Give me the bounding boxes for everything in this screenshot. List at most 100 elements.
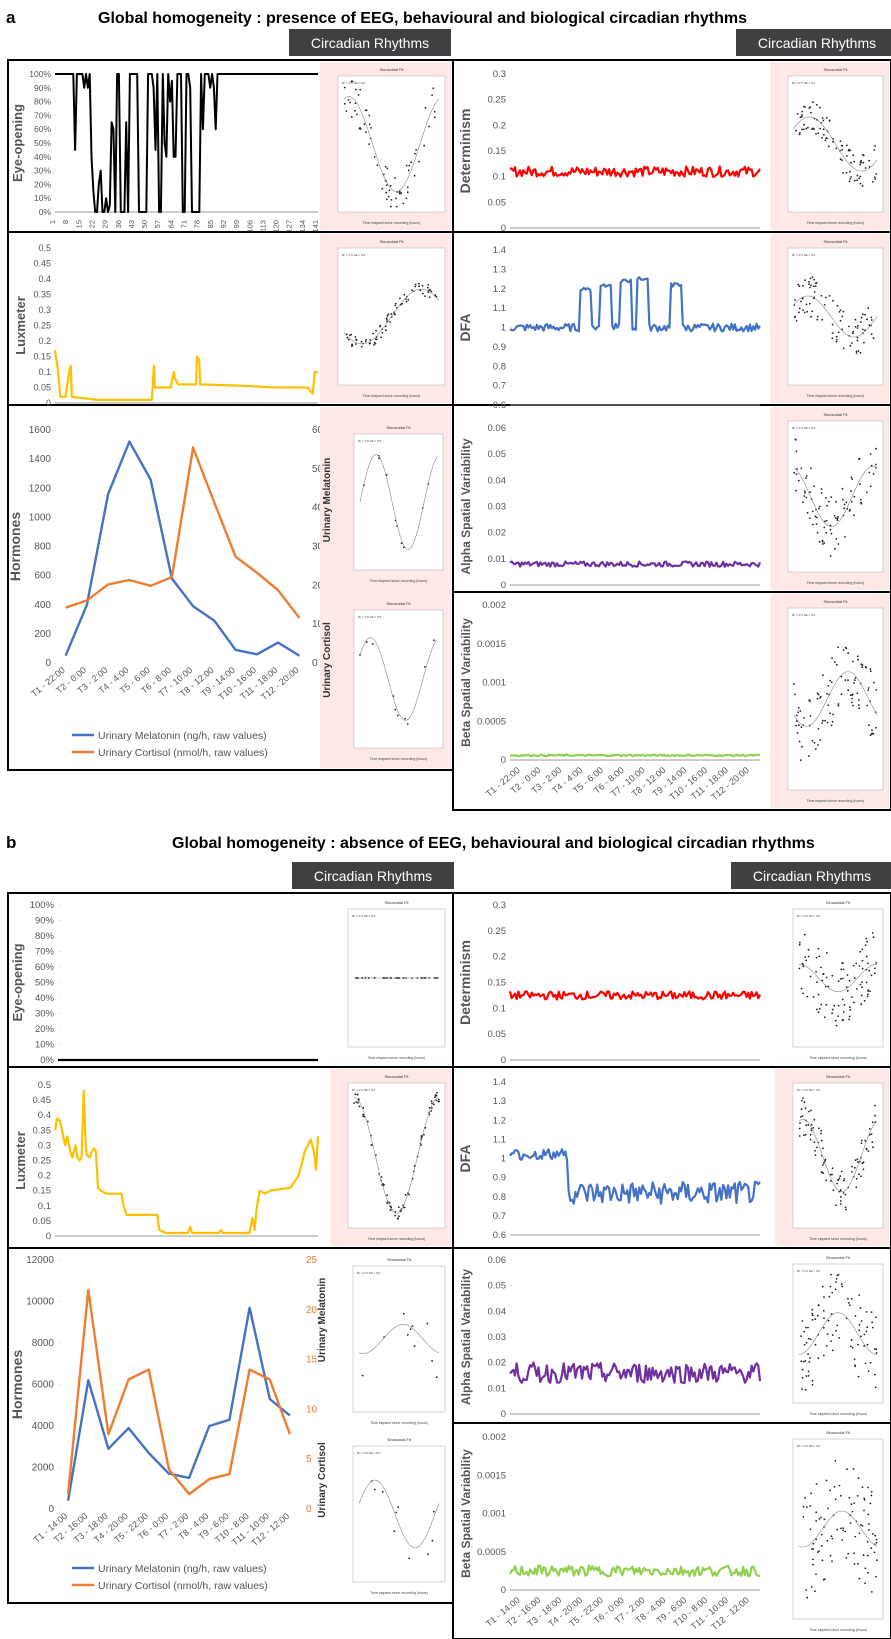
b-alpha-fit-point [851,1346,854,1349]
a-beta-fit-title: Sinusoidal Fit [823,599,848,604]
b-alpha-fit-point [811,1308,814,1311]
a-dfa-fit-point [870,333,873,335]
b-beta-fit-point [864,1567,867,1570]
b-alpha-fit-point [850,1298,853,1300]
b-eye-ytick: 100% [30,900,55,911]
a-eye-fit-point [350,116,353,118]
b-fit-cortisol-label: Urinary Cortisol [317,1442,328,1518]
a-beta-fit-point [829,712,831,715]
a-dfa-fit-point [813,291,816,293]
b-alpha-fit-point [805,1326,807,1329]
b-mel-fit-fit-curve [358,1324,440,1354]
a-alpha-fit-point [829,555,832,557]
b-dfa-fit-point [857,1161,859,1164]
b-beta-fit-point [867,1571,869,1574]
b-dfa-ylabel: DFA [457,1145,473,1173]
a-alpha-fit-point [805,477,807,479]
b-beta-fit-point [834,1498,837,1501]
a-det-ytick: 0.3 [493,69,506,80]
a-beta-fit-point [875,689,878,691]
a-lux-fit-point [421,284,424,287]
panel-b-title: Global homogeneity : absence of EEG, beh… [172,835,815,852]
a-beta-fit-point [868,724,870,727]
a-eye-xtick: 22 [87,220,96,228]
a-beta-fit-point [795,714,798,717]
b-det-fit-point [846,989,849,992]
b-det-fit-point [875,962,878,964]
b-det-fit-point [799,941,801,944]
a-fit-melatonin-label: Urinary Melatonin [322,458,333,542]
a-dfa-fit-point [870,319,873,321]
b-lux-fit-point [434,1096,436,1099]
b-alpha-fit-point [850,1339,853,1342]
b-alpha-fit-point [863,1333,866,1336]
b-alpha-fit-point [811,1314,814,1317]
a-alpha-fit-point [844,536,846,538]
b-dfa-fit-point [843,1179,845,1182]
b-dfa-fit-point [814,1149,816,1152]
a-lux-fit-title: Sinusoidal Fit [379,239,404,244]
b-alpha-fit-point [831,1349,834,1352]
b-alpha-fit-point [814,1318,817,1321]
b-det-fit-point [817,1011,820,1013]
b-alpha-fit-point [801,1320,804,1322]
b-lux-fit-point [404,1193,407,1196]
a-hormones-y2tick: 0 [312,658,318,669]
b-beta-fit-point [848,1496,851,1499]
a-det-line [509,165,761,178]
a-beta-fit-point [826,721,829,724]
b-det-fit-point [872,936,875,939]
b-det-fit-point [798,967,801,970]
a-det-fit-point [859,161,862,164]
b-beta-fit-point [815,1520,818,1522]
a-eye-ytick: 0% [39,207,52,217]
a-dfa-ytick: 0.7 [493,381,506,392]
a-eye-xtick: 92 [219,220,228,228]
a-beta-fit-point [861,666,864,668]
b-dfa-fit-point [856,1158,859,1161]
b-lux-fit-point [362,1113,364,1116]
b-beta-fit-point [802,1516,805,1518]
b-alpha-fit-point [805,1342,808,1344]
b-beta-fit-point [829,1489,831,1492]
b-beta-fit-point [838,1484,841,1487]
b-dfa-fit-point [835,1204,837,1207]
a-alpha-fit-point [816,531,819,534]
a-alpha-fit-point [845,501,848,504]
a-lux-ytick: 0 [46,398,51,408]
b-alpha-fit-point [811,1384,814,1386]
a-dfa-fit-point [838,311,841,313]
b-alpha-fit-point [863,1345,865,1347]
b-det-fit-point [825,952,828,954]
b-hormones-ytick: 4000 [32,1421,55,1432]
a-dfa-fit-point [806,310,808,313]
b-beta-fit-point [844,1530,846,1533]
b-det-fit-point [848,979,851,982]
a-beta-fit-point [869,734,872,736]
a-dfa-ytick: 0.8 [493,361,506,372]
b-det-fit-point [867,962,869,965]
a-alpha-fit-point [860,502,863,505]
a-alpha-fit-point [825,531,828,534]
b-lux-fit-point [438,1100,440,1103]
a-alpha-line [509,560,762,568]
b-det-fit-point [800,987,803,990]
b-alpha-fit-point [831,1334,834,1336]
b-alpha-fit-point [831,1291,834,1294]
b-beta-fit-point [857,1562,859,1565]
a-lux-fit-point [394,302,397,305]
b-eye-fit-title: Sinusoidal Fit [384,900,409,905]
a-mel-fit-fit-curve [359,454,438,550]
a-det-fit-point [798,133,801,136]
a-eye-xtick: 85 [206,220,215,228]
b-hormones-ytick: 6000 [32,1380,55,1391]
a-det-fit-point [853,160,856,163]
b-alpha-fit-point [811,1319,814,1321]
b-beta-fit-point [815,1573,817,1576]
b-dfa-fit-point [872,1146,874,1149]
b-det-fit-point [841,977,844,980]
b-dfa-fit-point [803,1134,805,1137]
a-alpha-fit-point [850,490,852,493]
b-beta-fit-point [830,1535,833,1538]
a-det-fit-stats: R² = 0.5 SE = 0.0 [792,81,816,85]
